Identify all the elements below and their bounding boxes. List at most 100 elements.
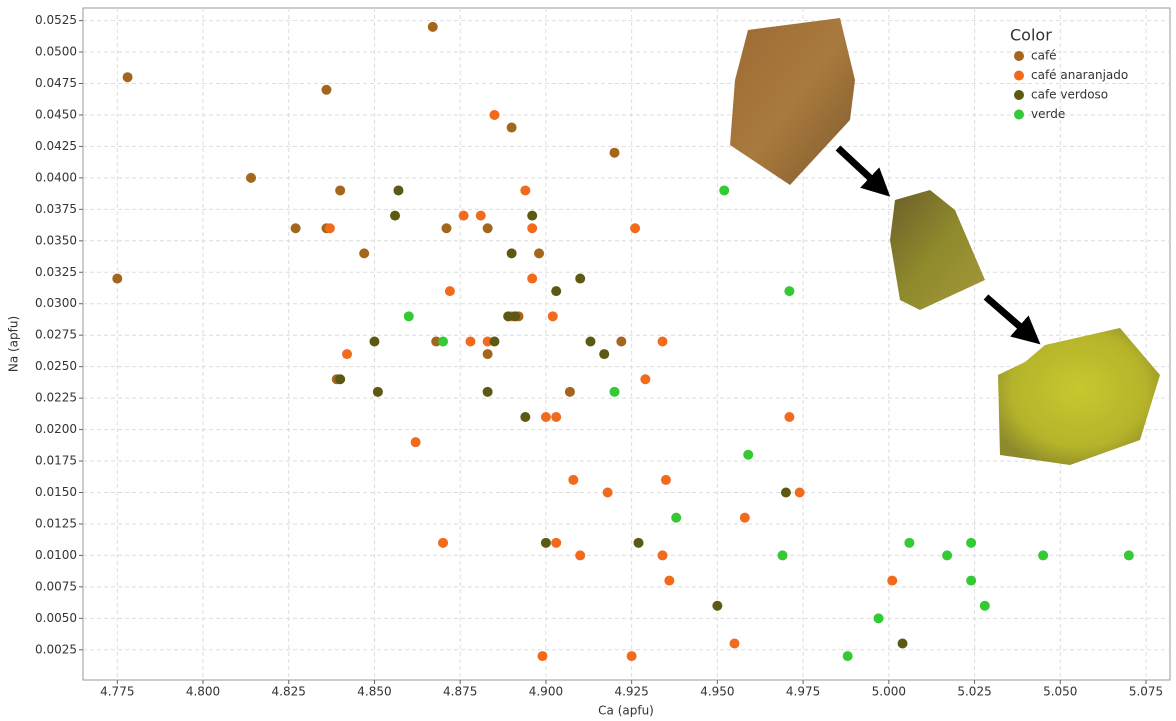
point [482, 386, 493, 397]
x-tick-label: 4.825 [272, 685, 306, 699]
point [660, 474, 671, 485]
y-tick-label: 0.0275 [35, 328, 77, 342]
point [739, 512, 750, 523]
y-tick-label: 0.0325 [35, 265, 77, 279]
point [527, 273, 538, 284]
plot-area [82, 7, 1171, 681]
point [551, 286, 562, 297]
point [372, 386, 383, 397]
point [897, 638, 908, 649]
point [534, 248, 545, 259]
point [324, 223, 335, 234]
point [626, 651, 637, 662]
point [410, 437, 421, 448]
point [575, 550, 586, 561]
y-tick-label: 0.0150 [35, 485, 77, 499]
point [540, 411, 551, 422]
point [527, 223, 538, 234]
point [441, 223, 452, 234]
point [568, 474, 579, 485]
point [403, 311, 414, 322]
x-tick-label: 5.050 [1043, 685, 1077, 699]
point [246, 172, 257, 183]
point [537, 651, 548, 662]
point [633, 537, 644, 548]
point [671, 512, 682, 523]
y-tick-label: 0.0525 [35, 13, 77, 27]
illustration [730, 18, 1160, 465]
legend-label: verde [1031, 107, 1065, 121]
x-tick-label: 4.875 [443, 685, 477, 699]
point [482, 349, 493, 360]
y-tick-label: 0.0450 [35, 107, 77, 121]
legend-label: café [1031, 49, 1057, 63]
point [369, 336, 380, 347]
point [599, 349, 610, 360]
point [431, 336, 442, 347]
point [784, 286, 795, 297]
point [904, 537, 915, 548]
y-tick-label: 0.0200 [35, 422, 77, 436]
point [547, 311, 558, 322]
point [1038, 550, 1049, 561]
y-tick-label: 0.0050 [35, 611, 77, 625]
point [489, 109, 500, 120]
point [503, 311, 514, 322]
rock-verde [998, 328, 1160, 465]
x-tick-label: 4.775 [100, 685, 134, 699]
y-tick-label: 0.0300 [35, 296, 77, 310]
point [342, 349, 353, 360]
arrow [983, 294, 1041, 345]
point [609, 386, 620, 397]
point [609, 147, 620, 158]
legend-label: café anaranjado [1031, 68, 1128, 82]
point [482, 223, 493, 234]
x-axis-label: Ca (apfu) [598, 704, 654, 718]
point [527, 210, 538, 221]
point [887, 575, 898, 586]
point [712, 600, 723, 611]
point [743, 449, 754, 460]
legend-marker [1014, 90, 1024, 100]
point [966, 537, 977, 548]
point [640, 374, 651, 385]
legend-marker [1014, 51, 1024, 61]
point [616, 336, 627, 347]
point [112, 273, 123, 284]
point [335, 374, 346, 385]
legend: Color café café anaranjado cafe verdoso ver… [1010, 26, 1128, 122]
point [873, 613, 884, 624]
legend-marker [1014, 109, 1024, 120]
point [777, 550, 788, 561]
point [794, 487, 805, 498]
point [551, 537, 562, 548]
x-tick-label: 4.950 [700, 685, 734, 699]
point [657, 336, 668, 347]
point [1123, 550, 1134, 561]
x-tick-label: 4.850 [357, 685, 391, 699]
x-tick-label: 4.925 [614, 685, 648, 699]
point [780, 487, 791, 498]
point [540, 537, 551, 548]
point [979, 600, 990, 611]
point [510, 311, 521, 322]
y-tick-label: 0.0075 [35, 579, 77, 593]
point [729, 638, 740, 649]
point [551, 411, 562, 422]
point [475, 210, 486, 221]
point [122, 72, 133, 83]
point [719, 185, 730, 196]
legend-label: cafe verdoso [1031, 88, 1108, 102]
point [842, 651, 853, 662]
y-tick-label: 0.0500 [35, 45, 77, 59]
point [506, 248, 517, 259]
legend-title: Color [1010, 26, 1052, 45]
point [784, 411, 795, 422]
point [290, 223, 301, 234]
rock-cafe [730, 18, 855, 185]
point [489, 336, 500, 347]
x-tick-label: 5.075 [1129, 685, 1163, 699]
legend-marker [1014, 70, 1024, 81]
point [482, 336, 493, 347]
